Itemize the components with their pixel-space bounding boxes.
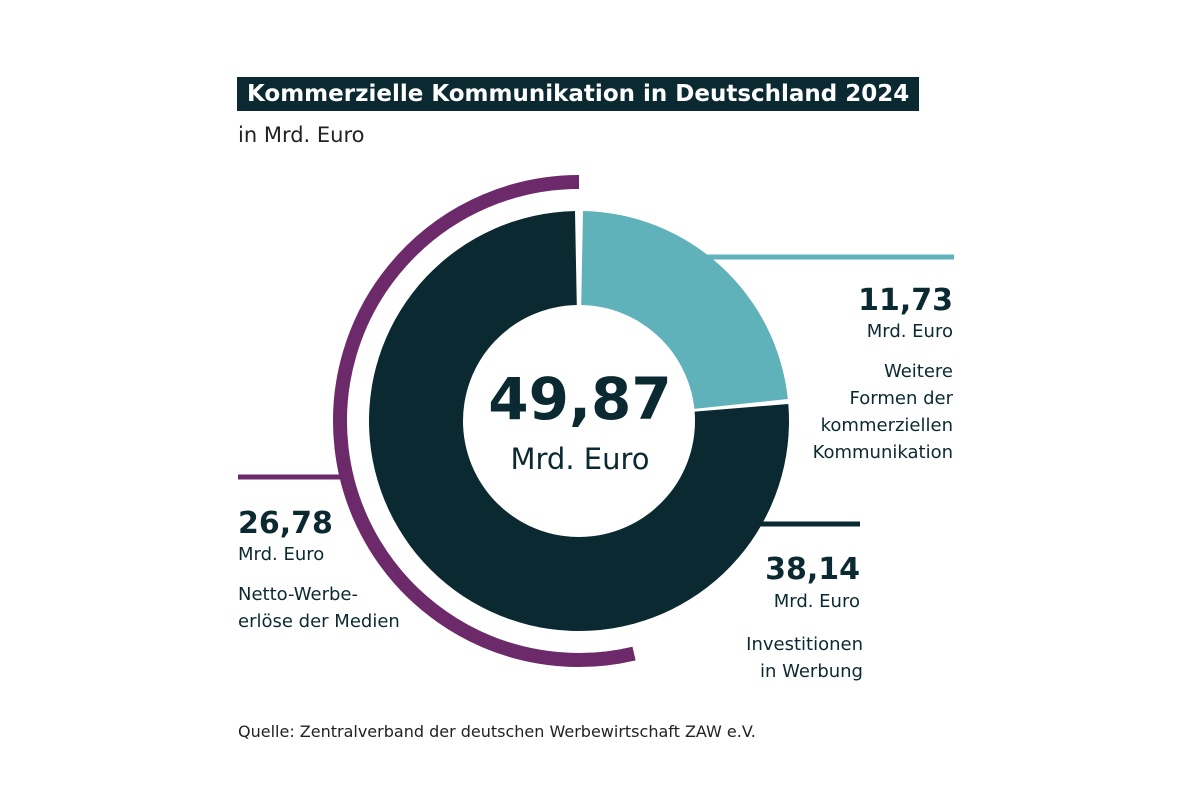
netto-werbeerloese-description: Netto-Werbe- erlöse der Medien bbox=[238, 581, 400, 635]
investitionen-desc-line: in Werbung bbox=[759, 661, 863, 682]
netto-werbeerloese-arc bbox=[333, 175, 636, 667]
chart-subtitle: in Mrd. Euro bbox=[238, 123, 365, 147]
investitionen-description: Investitionen in Werbung bbox=[746, 631, 863, 685]
weitere-formen-unit: Mrd. Euro bbox=[866, 321, 953, 342]
source-note: Quelle: Zentralverband der deutschen Wer… bbox=[238, 722, 756, 741]
weitere-formen-desc-line: Weitere bbox=[883, 361, 953, 382]
total-unit: Mrd. Euro bbox=[510, 442, 650, 476]
chart-title: Kommerzielle Kommunikation in Deutschlan… bbox=[237, 77, 920, 111]
weitere-formen-value: 11,73 bbox=[858, 283, 953, 318]
weitere-formen-desc-line: Kommunikation bbox=[812, 442, 953, 463]
investitionen-slice bbox=[369, 211, 789, 632]
total-value: 49,87 bbox=[488, 365, 672, 433]
investitionen-value: 38,14 bbox=[765, 552, 860, 587]
weitere-formen-slice bbox=[581, 211, 788, 409]
netto-werbeerloese-desc-line: Netto-Werbe- bbox=[238, 584, 358, 605]
investitionen-desc-line: Investitionen bbox=[746, 634, 863, 655]
investitionen-unit: Mrd. Euro bbox=[773, 591, 860, 612]
netto-werbeerloese-unit: Mrd. Euro bbox=[238, 544, 325, 565]
weitere-formen-desc-line: kommerziellen bbox=[820, 415, 953, 436]
netto-werbeerloese-value: 26,78 bbox=[238, 506, 333, 541]
weitere-formen-description: Weitere Formen der kommerziellen Kommuni… bbox=[813, 358, 953, 466]
weitere-formen-desc-line: Formen der bbox=[849, 388, 953, 409]
netto-werbeerloese-desc-line: erlöse der Medien bbox=[238, 611, 400, 632]
